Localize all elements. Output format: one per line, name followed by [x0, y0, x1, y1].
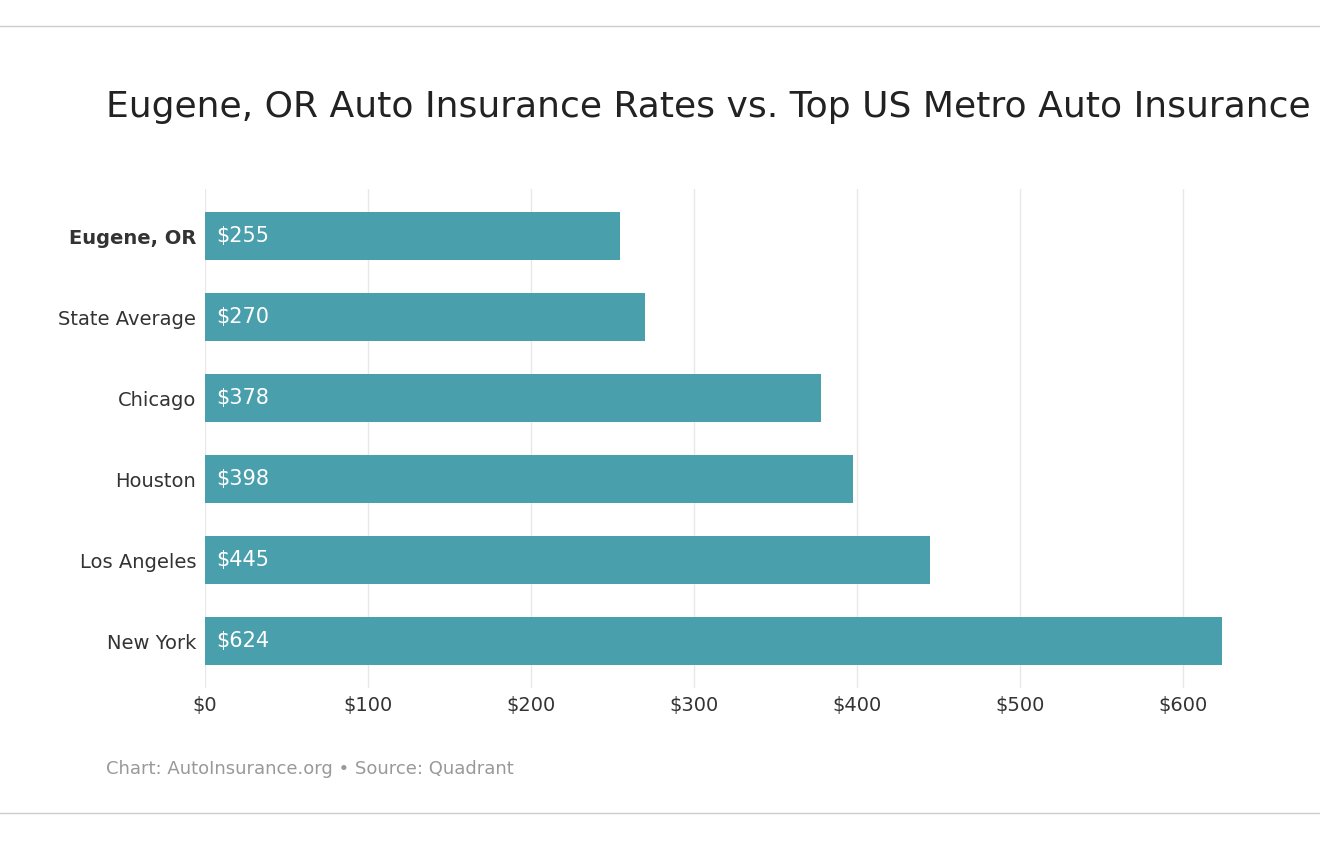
Bar	[205, 536, 931, 584]
Bar	[205, 293, 644, 341]
Text: $624: $624	[216, 631, 269, 651]
Bar	[205, 212, 620, 261]
Text: Eugene, OR Auto Insurance Rates vs. Top US Metro Auto Insurance Rates: Eugene, OR Auto Insurance Rates vs. Top …	[106, 90, 1320, 125]
Text: $255: $255	[216, 226, 269, 246]
Bar	[205, 455, 853, 503]
Text: $270: $270	[216, 307, 269, 327]
Text: $398: $398	[216, 469, 269, 489]
Bar	[205, 617, 1222, 666]
Text: Chart: AutoInsurance.org • Source: Quadrant: Chart: AutoInsurance.org • Source: Quadr…	[106, 760, 513, 778]
Bar	[205, 374, 821, 422]
Text: $445: $445	[216, 550, 269, 570]
Text: $378: $378	[216, 388, 269, 408]
